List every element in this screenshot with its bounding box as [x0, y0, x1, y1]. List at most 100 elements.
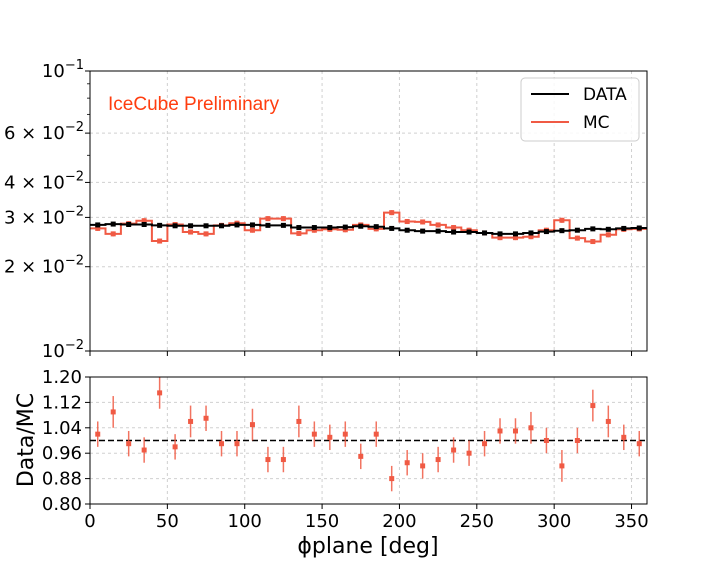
- data-point: [203, 223, 209, 229]
- ratio-gridlines: [89, 377, 647, 504]
- top-y-tick-label: 2 × 10−2: [4, 254, 84, 278]
- mc-point: [342, 227, 348, 233]
- data-point: [188, 223, 194, 229]
- ratio-y-tick-label: 1.20: [42, 367, 82, 388]
- legend-data-label: DATA: [583, 85, 627, 105]
- mc-point: [389, 210, 395, 216]
- data-point: [358, 223, 364, 229]
- top-y-tick-label: 10−1: [42, 58, 84, 82]
- ratio-axes-frame: [89, 376, 648, 505]
- data-point: [373, 224, 379, 230]
- ratio-point: [497, 428, 503, 434]
- data-point: [482, 230, 488, 236]
- ratio-y-tick-label: 1.04: [42, 418, 82, 439]
- mc-point: [95, 225, 101, 231]
- ratio-point: [543, 438, 549, 443]
- ratio-point: [157, 390, 163, 396]
- mc-point: [141, 218, 147, 224]
- ratio-point: [327, 434, 333, 440]
- data-point: [219, 223, 225, 229]
- data-point: [296, 225, 302, 231]
- ratio-point: [141, 447, 147, 453]
- top-y-tick-label: 4 × 10−2: [4, 169, 84, 193]
- data-point: [389, 225, 395, 231]
- mc-point: [249, 227, 255, 233]
- ratio-point: [342, 431, 348, 437]
- ratio-point: [358, 453, 364, 459]
- mc-point: [512, 235, 518, 241]
- data-point: [451, 229, 457, 235]
- ratio-x-ticks: 0 50 100 150 200 250 300 350: [84, 504, 649, 532]
- ratio-point: [373, 431, 379, 437]
- ratio-point: [219, 441, 225, 447]
- ratio-point: [311, 431, 317, 437]
- ratio-x-tick-label: 0: [84, 511, 95, 532]
- data-point: [497, 231, 503, 237]
- top-y-tick-label: 3 × 10−2: [4, 204, 84, 228]
- ratio-point: [249, 422, 255, 428]
- legend: DATA MC: [520, 77, 640, 142]
- mc-point: [203, 231, 209, 237]
- ratio-point: [482, 441, 488, 447]
- mc-point: [157, 238, 163, 244]
- mc-point: [404, 219, 410, 225]
- ratio-point: [435, 457, 441, 463]
- ratio-x-tick-label: 150: [305, 511, 339, 532]
- data-point: [126, 221, 132, 227]
- icecube-preliminary-label: IceCube Preliminary: [108, 94, 280, 115]
- mc-point: [420, 219, 426, 225]
- ratio-point: [605, 418, 611, 424]
- ratio-x-tick-label: 50: [156, 511, 179, 532]
- top-panel: 10−1 6 × 10−2 4 × 10−2 3 × 10−2 2 × 10−2 10−2…: [4, 58, 648, 362]
- ratio-point: [528, 425, 534, 431]
- data-point: [110, 221, 116, 227]
- data-point: [574, 227, 580, 233]
- data-point: [435, 228, 441, 234]
- ratio-point: [621, 434, 627, 440]
- ratio-point: [95, 431, 101, 437]
- ratio-point: [110, 409, 116, 415]
- data-point: [605, 226, 611, 232]
- top-y-tick-label: 10−2: [42, 338, 84, 362]
- ratio-point: [466, 450, 472, 456]
- ratio-point: [636, 441, 642, 447]
- ratio-point: [234, 441, 240, 447]
- data-point: [95, 222, 101, 228]
- top-y-tick-label: 6 × 10−2: [4, 120, 84, 144]
- data-step-line: [90, 223, 647, 235]
- ratio-points: [95, 377, 642, 492]
- mc-point: [605, 232, 611, 238]
- ratio-y-tick-label: 0.80: [42, 494, 82, 515]
- data-point: [543, 229, 549, 235]
- data-point: [280, 222, 286, 228]
- mc-point: [559, 217, 565, 223]
- data-point: [512, 231, 518, 237]
- mc-point: [110, 231, 116, 237]
- ratio-x-tick-label: 200: [382, 511, 416, 532]
- data-point: [404, 227, 410, 233]
- data-point: [342, 224, 348, 230]
- ratio-y-tick-label: 1.12: [42, 392, 82, 413]
- data-point: [157, 222, 163, 228]
- ratio-point: [451, 447, 457, 453]
- data-point: [559, 228, 565, 234]
- data-histogram: [90, 221, 647, 237]
- ratio-panel: 0 50 100 150 200 250 300 350 1.20 1.12 1.04 0.96 0.…: [42, 367, 649, 532]
- ratio-x-tick-label: 250: [460, 511, 494, 532]
- ratio-x-tick-label: 350: [614, 511, 648, 532]
- mc-point: [451, 225, 457, 231]
- mc-point: [188, 229, 194, 235]
- data-point: [636, 225, 642, 231]
- ratio-point: [265, 457, 271, 463]
- data-point: [141, 221, 147, 227]
- ratio-point: [203, 415, 209, 421]
- ratio-x-tick-label: 300: [537, 511, 571, 532]
- mc-point: [528, 234, 534, 240]
- ratio-point: [404, 460, 410, 466]
- ratio-point: [574, 438, 580, 443]
- ratio-point: [296, 418, 302, 424]
- ratio-point: [389, 476, 395, 482]
- data-point: [311, 225, 317, 231]
- top-gridlines: [89, 71, 647, 351]
